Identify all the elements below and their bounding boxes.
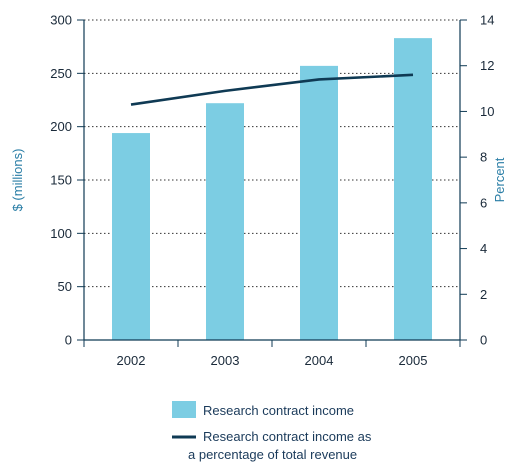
axes (77, 19, 467, 347)
x-tick-label: 2004 (305, 353, 334, 368)
y-tick-label: 300 (50, 13, 72, 28)
x-tick-label: 2002 (117, 353, 146, 368)
line-series (130, 73, 414, 106)
bar-2003 (206, 103, 244, 340)
y2-tick-label: 4 (480, 241, 487, 256)
bars (112, 38, 432, 341)
y2-tick-label: 14 (480, 13, 494, 28)
bar-2002 (112, 133, 150, 340)
y-axis-title: $ (millions) (10, 149, 25, 212)
y2-tick-label: 6 (480, 195, 487, 210)
bar-2004 (300, 65, 338, 340)
legend-label-bar: Research contract income (203, 403, 354, 418)
y-tick-label: 0 (65, 333, 72, 348)
y-tick-label: 150 (50, 173, 72, 188)
y2-tick-label: 10 (480, 104, 494, 119)
tick-labels: 0 50 100 150 200 250 300 0 2 4 6 8 10 12 14 2002 2003 200… (50, 13, 494, 369)
y2-tick-label: 0 (480, 333, 487, 348)
bar-2005 (394, 38, 432, 341)
y-tick-label: 100 (50, 226, 72, 241)
series-line-percentage (130, 73, 414, 106)
legend-label-line-1: Research contract income as (203, 429, 372, 444)
y2-tick-label: 8 (480, 150, 487, 165)
y2-tick-label: 2 (480, 287, 487, 302)
legend-swatch-bar (172, 401, 196, 418)
y-tick-label: 200 (50, 119, 72, 134)
y2-axis-title: Percent (492, 157, 507, 202)
y2-tick-label: 12 (480, 58, 494, 73)
legend: Research contract income Research contra… (172, 401, 372, 462)
legend-label-line-2: a percentage of total revenue (188, 447, 357, 462)
x-tick-label: 2005 (399, 353, 428, 368)
x-tick-label: 2003 (211, 353, 240, 368)
y-tick-label: 250 (50, 66, 72, 81)
y-tick-label: 50 (58, 279, 72, 294)
